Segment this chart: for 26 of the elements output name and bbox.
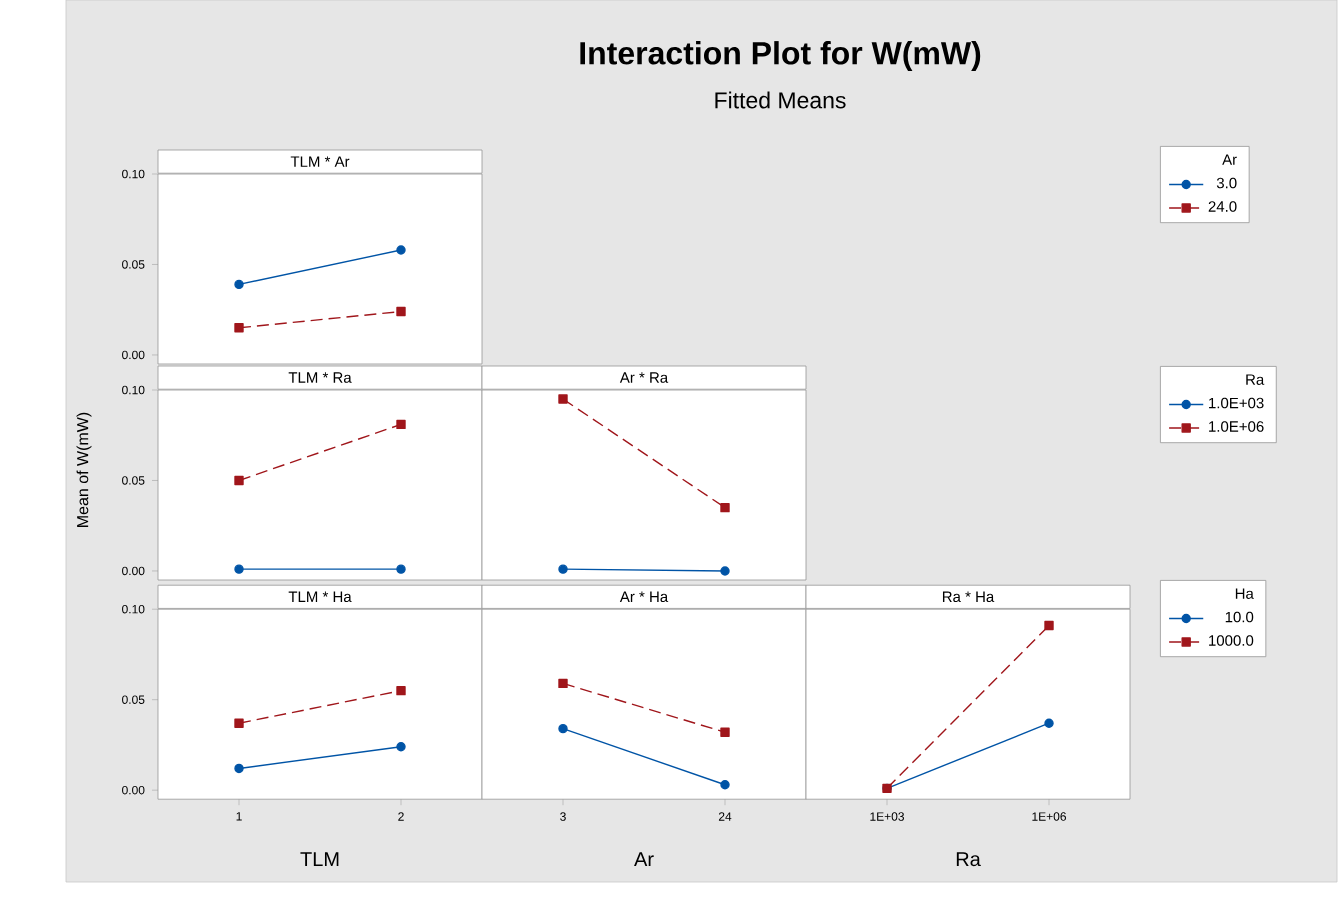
point (720, 780, 730, 790)
point (396, 419, 406, 430)
point (234, 564, 244, 574)
x-axis-title: Ra (956, 852, 981, 867)
text: Fitted Means (715, 91, 846, 109)
point (396, 742, 406, 752)
point (720, 566, 730, 576)
point (558, 564, 568, 574)
point (234, 475, 244, 486)
x-axis-title: TLM (300, 852, 339, 867)
point (396, 245, 406, 255)
point (720, 727, 730, 737)
point (558, 678, 568, 689)
point (396, 564, 406, 574)
text: Interaction Plot for W(mW) (580, 41, 981, 71)
point (234, 323, 244, 333)
point (234, 718, 244, 728)
point (558, 394, 568, 404)
point (396, 306, 406, 317)
point (234, 763, 244, 774)
x-axis-title: Ar (634, 852, 654, 867)
point (396, 685, 406, 696)
point (558, 723, 568, 734)
y-axis-title: Mean of W(mW) (76, 412, 92, 527)
point (234, 279, 244, 290)
point (720, 502, 730, 513)
